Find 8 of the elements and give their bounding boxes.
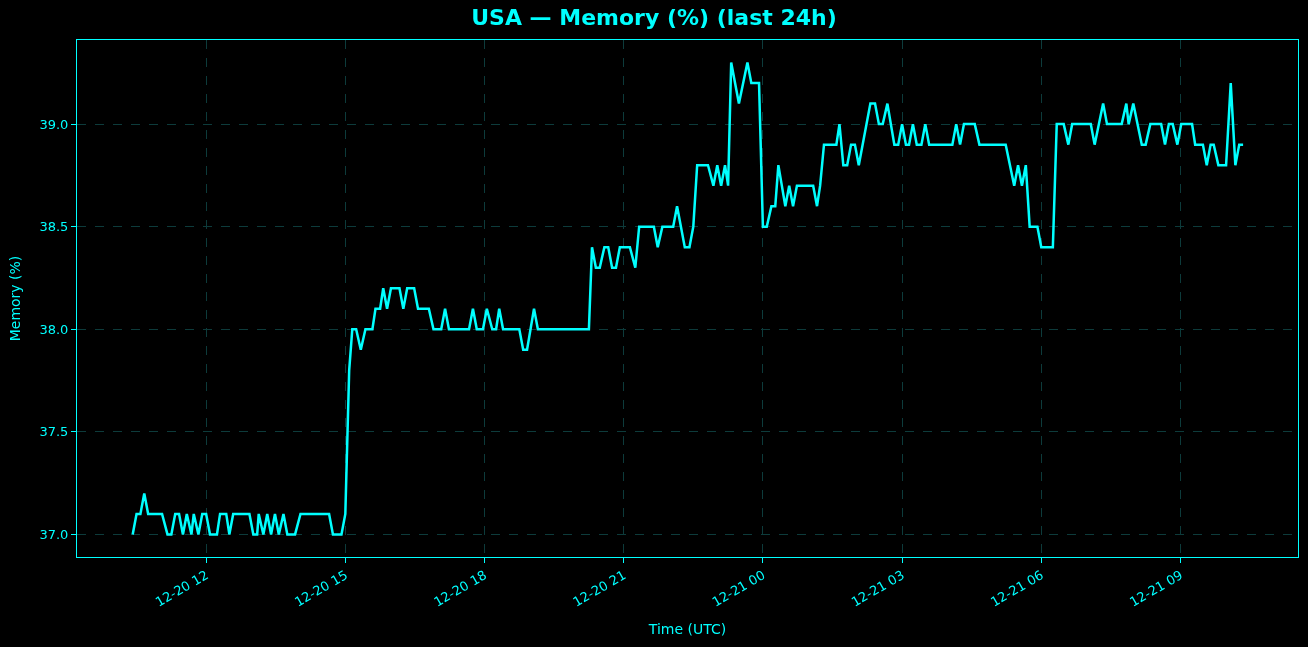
y-tick-label: 39.0	[39, 116, 69, 132]
y-axis-title: Memory (%)	[7, 255, 24, 342]
y-tick-label: 38.0	[39, 321, 69, 337]
chart-title: USA — Memory (%) (last 24h)	[471, 5, 837, 31]
y-tick-label: 38.5	[39, 219, 69, 235]
x-axis-title: Time (UTC)	[647, 620, 727, 637]
y-tick-label: 37.0	[39, 526, 69, 542]
y-tick-label: 37.5	[39, 424, 69, 440]
